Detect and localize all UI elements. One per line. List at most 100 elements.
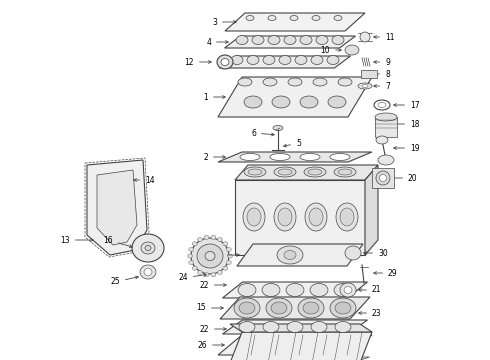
Ellipse shape xyxy=(243,203,265,231)
Ellipse shape xyxy=(234,298,260,318)
Ellipse shape xyxy=(332,36,344,45)
Ellipse shape xyxy=(197,238,202,242)
Ellipse shape xyxy=(223,242,228,246)
Ellipse shape xyxy=(239,302,255,314)
Ellipse shape xyxy=(330,298,356,318)
Text: 13: 13 xyxy=(60,235,93,244)
Ellipse shape xyxy=(303,302,319,314)
Ellipse shape xyxy=(238,78,252,86)
Ellipse shape xyxy=(287,321,303,333)
Ellipse shape xyxy=(290,15,298,21)
Text: 1: 1 xyxy=(203,93,225,102)
Polygon shape xyxy=(218,152,372,162)
Ellipse shape xyxy=(140,265,156,279)
Ellipse shape xyxy=(270,153,290,161)
Ellipse shape xyxy=(238,284,256,297)
Ellipse shape xyxy=(295,55,307,64)
Ellipse shape xyxy=(144,269,152,275)
Ellipse shape xyxy=(274,167,296,177)
Ellipse shape xyxy=(204,235,209,239)
Text: 27: 27 xyxy=(0,359,1,360)
Ellipse shape xyxy=(308,169,322,175)
Ellipse shape xyxy=(335,302,351,314)
Text: 28: 28 xyxy=(213,251,239,260)
Ellipse shape xyxy=(345,246,361,260)
Ellipse shape xyxy=(244,167,266,177)
Polygon shape xyxy=(225,332,372,360)
Ellipse shape xyxy=(286,284,304,297)
Ellipse shape xyxy=(284,251,296,260)
Ellipse shape xyxy=(309,208,323,226)
Ellipse shape xyxy=(204,273,209,277)
Ellipse shape xyxy=(223,266,228,270)
Text: 9: 9 xyxy=(374,58,390,67)
Ellipse shape xyxy=(274,203,296,231)
Polygon shape xyxy=(235,165,378,180)
Ellipse shape xyxy=(312,15,320,21)
Ellipse shape xyxy=(197,270,202,274)
Ellipse shape xyxy=(311,55,323,64)
Ellipse shape xyxy=(266,298,292,318)
Text: 20: 20 xyxy=(392,174,417,183)
Ellipse shape xyxy=(278,169,292,175)
Ellipse shape xyxy=(304,167,326,177)
Text: 22: 22 xyxy=(199,280,226,289)
Ellipse shape xyxy=(300,96,318,108)
Text: 24: 24 xyxy=(178,274,206,283)
Text: 18: 18 xyxy=(393,120,419,129)
Ellipse shape xyxy=(378,103,386,108)
Ellipse shape xyxy=(340,283,356,297)
Text: 30: 30 xyxy=(364,248,388,257)
Text: 19: 19 xyxy=(393,144,419,153)
Ellipse shape xyxy=(244,96,262,108)
Text: 2: 2 xyxy=(203,153,225,162)
Ellipse shape xyxy=(189,248,194,252)
Ellipse shape xyxy=(272,96,290,108)
Ellipse shape xyxy=(345,45,359,55)
Text: 4: 4 xyxy=(206,37,228,46)
Ellipse shape xyxy=(263,321,279,333)
Polygon shape xyxy=(230,324,372,332)
Ellipse shape xyxy=(310,284,328,297)
Ellipse shape xyxy=(316,36,328,45)
Ellipse shape xyxy=(298,298,324,318)
Ellipse shape xyxy=(191,238,229,274)
Ellipse shape xyxy=(335,321,351,333)
Ellipse shape xyxy=(271,302,287,314)
Ellipse shape xyxy=(268,15,276,21)
Ellipse shape xyxy=(226,261,231,265)
Ellipse shape xyxy=(188,254,193,258)
Ellipse shape xyxy=(239,321,255,333)
Ellipse shape xyxy=(313,78,327,86)
Ellipse shape xyxy=(376,136,388,144)
Ellipse shape xyxy=(277,246,303,264)
Polygon shape xyxy=(220,297,370,319)
Ellipse shape xyxy=(226,248,231,252)
Ellipse shape xyxy=(217,55,233,69)
Text: 17: 17 xyxy=(393,100,419,109)
Ellipse shape xyxy=(300,153,320,161)
Bar xyxy=(361,70,377,78)
Ellipse shape xyxy=(334,167,356,177)
Polygon shape xyxy=(365,165,378,255)
Ellipse shape xyxy=(268,36,280,45)
Ellipse shape xyxy=(231,55,243,64)
Polygon shape xyxy=(224,36,356,48)
Ellipse shape xyxy=(211,235,216,239)
Ellipse shape xyxy=(240,153,260,161)
Text: 6: 6 xyxy=(251,129,274,138)
Ellipse shape xyxy=(379,175,387,181)
Text: 8: 8 xyxy=(374,69,390,78)
Ellipse shape xyxy=(247,208,261,226)
Ellipse shape xyxy=(189,261,194,265)
Ellipse shape xyxy=(246,15,254,21)
Ellipse shape xyxy=(262,284,280,297)
Ellipse shape xyxy=(145,246,151,251)
Text: 11: 11 xyxy=(374,32,394,41)
Ellipse shape xyxy=(221,58,229,66)
Polygon shape xyxy=(87,160,147,255)
Ellipse shape xyxy=(336,203,358,231)
Ellipse shape xyxy=(205,252,215,261)
Ellipse shape xyxy=(334,15,342,21)
Ellipse shape xyxy=(288,78,302,86)
